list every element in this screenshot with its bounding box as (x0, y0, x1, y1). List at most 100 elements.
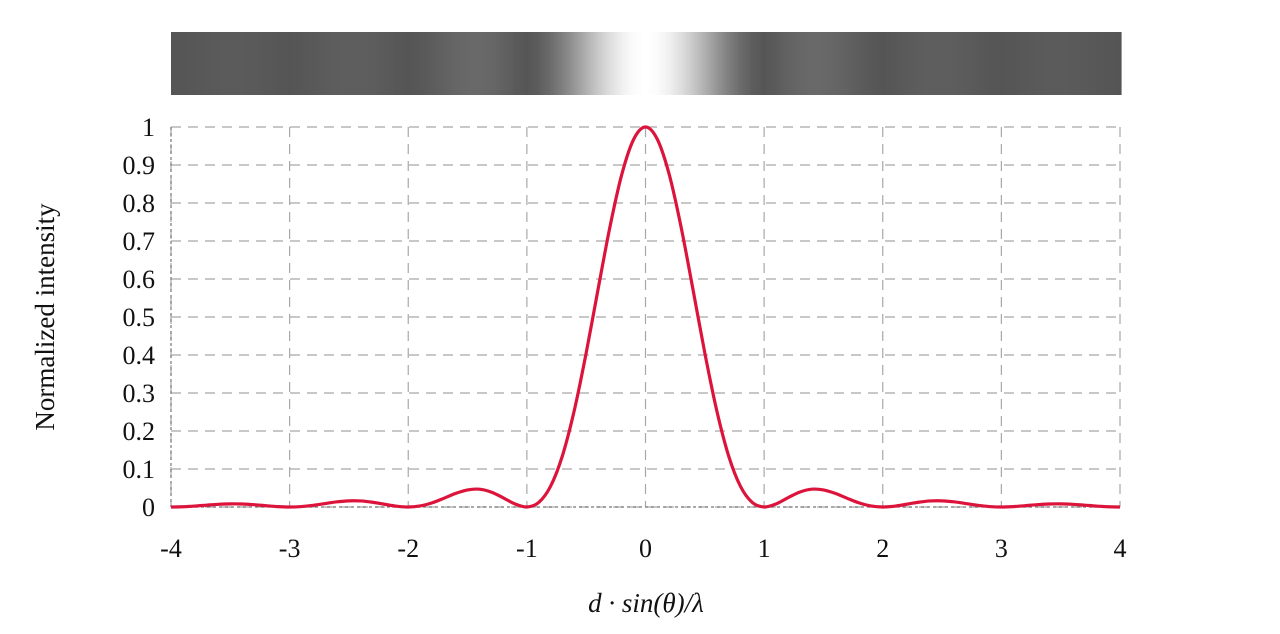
intensity-strip-cell (221, 32, 224, 95)
intensity-strip-cell (1047, 32, 1050, 95)
intensity-strip-cell (663, 32, 666, 95)
intensity-strip-cell (359, 32, 362, 95)
intensity-strip-cell (279, 32, 282, 95)
intensity-strip-cell (941, 32, 944, 95)
intensity-strip-cell (373, 32, 376, 95)
intensity-strip-cell (545, 32, 548, 95)
intensity-strip-cell (597, 32, 600, 95)
intensity-strip-cell (891, 32, 894, 95)
intensity-strip-cell (1025, 32, 1028, 95)
intensity-strip-cell (717, 32, 720, 95)
intensity-strip-cell (293, 32, 296, 95)
intensity-strip-cell (773, 32, 776, 95)
intensity-strip-cell (415, 32, 418, 95)
x-tick-labels: -4 -3 -2 -1 0 1 2 3 4 (160, 534, 1126, 563)
intensity-strip-cell (883, 32, 886, 95)
intensity-strip-cell (225, 32, 228, 95)
intensity-strip-cell (483, 32, 486, 95)
intensity-strip-cell (763, 32, 766, 95)
intensity-strip-cell (633, 32, 636, 95)
intensity-strip-cell (957, 32, 960, 95)
intensity-strip-cell (849, 32, 852, 95)
intensity-strip-cell (873, 32, 876, 95)
intensity-strip-cell (671, 32, 674, 95)
intensity-strip-cell (901, 32, 904, 95)
intensity-strip-cell (467, 32, 470, 95)
intensity-strip-cell (387, 32, 390, 95)
intensity-strip-cell (989, 32, 992, 95)
intensity-strip-cell (215, 32, 218, 95)
intensity-strip-cell (683, 32, 686, 95)
intensity-strip-cell (799, 32, 802, 95)
intensity-strip-cell (703, 32, 706, 95)
intensity-strip-cell (499, 32, 502, 95)
intensity-strip-cell (805, 32, 808, 95)
intensity-strip-cell (585, 32, 588, 95)
intensity-strip-cell (947, 32, 950, 95)
intensity-strip-cell (267, 32, 270, 95)
intensity-strip-cell (867, 32, 870, 95)
intensity-strip-cell (549, 32, 552, 95)
intensity-strip-cell (1079, 32, 1082, 95)
intensity-strip-cell (325, 32, 328, 95)
intensity-strip-cell (573, 32, 576, 95)
intensity-strip-cell (475, 32, 478, 95)
intensity-strip-cell (183, 32, 186, 95)
intensity-strip-cell (517, 32, 520, 95)
intensity-strip-cell (749, 32, 752, 95)
intensity-strip-cell (615, 32, 618, 95)
intensity-strip-cell (489, 32, 492, 95)
intensity-strip-cell (231, 32, 234, 95)
intensity-strip-cell (881, 32, 884, 95)
intensity-strip-cell (485, 32, 488, 95)
intensity-strip-cell (411, 32, 414, 95)
intensity-strip-cell (527, 32, 530, 95)
intensity-strip-cell (381, 32, 384, 95)
y-tick-label: 0.5 (123, 303, 156, 332)
intensity-strip-cell (567, 32, 570, 95)
intensity-strip-cell (243, 32, 246, 95)
intensity-strip-cell (661, 32, 664, 95)
intensity-strip-cell (257, 32, 260, 95)
intensity-strip-cell (975, 32, 978, 95)
intensity-strip-cell (229, 32, 232, 95)
intensity-strip-cell (399, 32, 402, 95)
intensity-strip-cell (191, 32, 194, 95)
intensity-strip-cell (409, 32, 412, 95)
intensity-strip-cell (779, 32, 782, 95)
intensity-strip-cell (311, 32, 314, 95)
intensity-strip-cell (379, 32, 382, 95)
intensity-strip-cell (1055, 32, 1058, 95)
intensity-strip-cell (305, 32, 308, 95)
intensity-strip-cell (403, 32, 406, 95)
intensity-strip-cell (855, 32, 858, 95)
intensity-strip-cell (1113, 32, 1116, 95)
intensity-strip-cell (771, 32, 774, 95)
intensity-strip-cell (837, 32, 840, 95)
intensity-strip-cell (843, 32, 846, 95)
intensity-strip-cell (261, 32, 264, 95)
intensity-strip-cell (179, 32, 182, 95)
intensity-strip-cell (497, 32, 500, 95)
intensity-strip-cell (995, 32, 998, 95)
intensity-strip-cell (477, 32, 480, 95)
intensity-strip-cell (1063, 32, 1066, 95)
intensity-strip-cell (503, 32, 506, 95)
intensity-strip-cell (363, 32, 366, 95)
intensity-strip-cell (383, 32, 386, 95)
intensity-strip-cell (227, 32, 230, 95)
intensity-strip-cell (427, 32, 430, 95)
intensity-strip-cell (265, 32, 268, 95)
intensity-strip-cell (449, 32, 452, 95)
intensity-strip-cell (635, 32, 638, 95)
intensity-strip-cell (691, 32, 694, 95)
intensity-strip-cell (471, 32, 474, 95)
intensity-strip-cell (961, 32, 964, 95)
intensity-strip-cell (1099, 32, 1102, 95)
intensity-strip-cell (425, 32, 428, 95)
intensity-strip-cell (447, 32, 450, 95)
intensity-strip (171, 32, 1122, 95)
intensity-strip-cell (765, 32, 768, 95)
intensity-strip-cell (419, 32, 422, 95)
intensity-strip-cell (895, 32, 898, 95)
